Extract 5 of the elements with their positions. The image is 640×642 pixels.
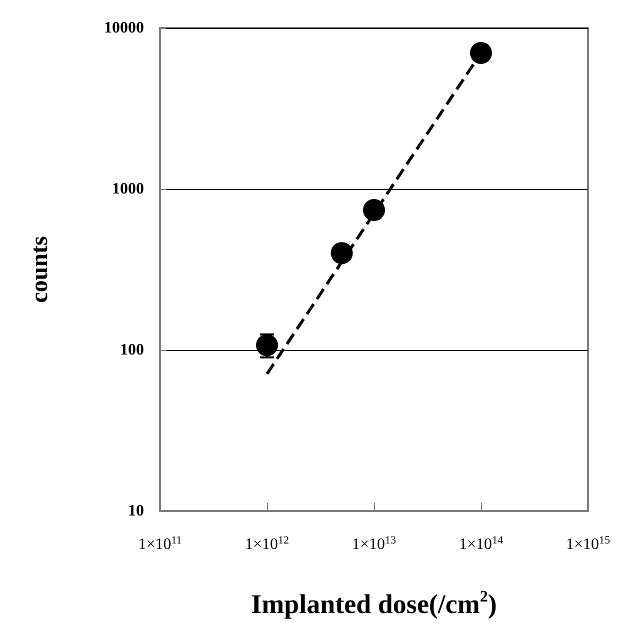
y-tick-label: 1000 <box>112 180 144 198</box>
y-axis-title: counts <box>27 236 53 303</box>
y-tick-label: 10 <box>128 502 144 520</box>
y-tick-label: 100 <box>120 342 144 358</box>
y-tick-label: 10000 <box>104 20 144 36</box>
